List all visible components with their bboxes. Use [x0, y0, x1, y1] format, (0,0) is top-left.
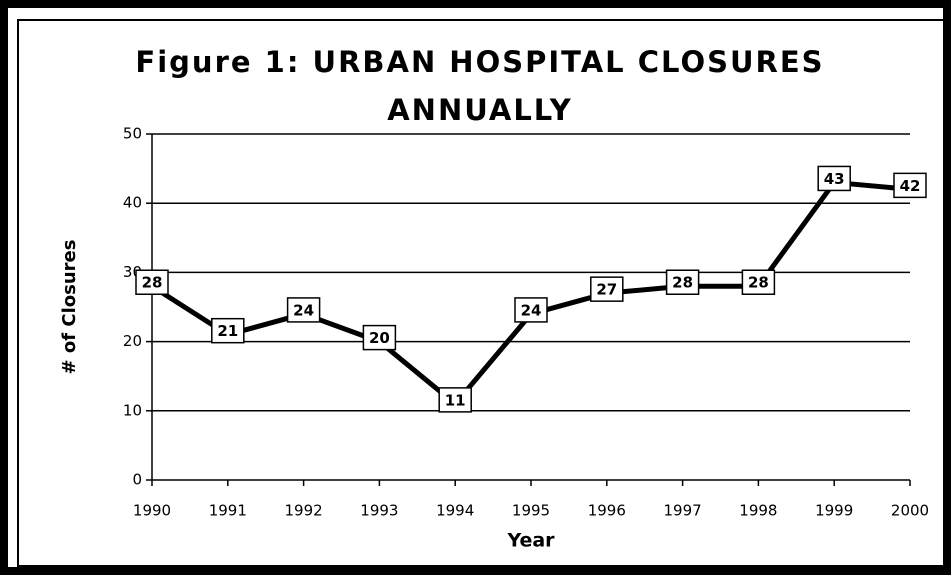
data-label: 24	[521, 301, 542, 319]
data-label-box	[286, 297, 321, 323]
x-tick-label: 2000	[891, 502, 929, 520]
data-label: 28	[142, 274, 163, 292]
x-axis-label: Year	[506, 530, 555, 552]
data-label: 27	[596, 281, 617, 299]
x-tick-label: 1995	[512, 502, 550, 520]
data-label: 21	[217, 322, 238, 340]
x-tick-label: 1992	[285, 502, 323, 520]
data-label: 28	[748, 274, 769, 292]
x-tick-label: 1999	[815, 502, 853, 520]
data-label: 24	[293, 301, 314, 319]
x-tick-label: 1996	[588, 502, 626, 520]
y-tick-label: 40	[123, 194, 142, 212]
x-tick-label: 1990	[133, 502, 171, 520]
data-label-box	[741, 269, 776, 295]
data-label-box	[514, 297, 548, 323]
x-tick-label: 1993	[360, 502, 398, 520]
y-tick-label: 10	[123, 401, 142, 419]
x-tick-label: 1991	[209, 502, 247, 520]
x-tick-label: 1997	[664, 502, 702, 520]
data-label-box	[817, 165, 851, 192]
y-tick-label: 0	[132, 471, 142, 489]
line	[150, 179, 911, 407]
data-label-box	[135, 269, 169, 295]
data-label-box	[211, 317, 245, 344]
y-tick-label: 50	[123, 125, 142, 143]
y-tick-label: 20	[123, 332, 142, 350]
data-label: 28	[672, 274, 693, 292]
data-label: 43	[824, 170, 845, 188]
data-label-box	[438, 387, 472, 413]
data-label-box	[665, 269, 700, 295]
x-tick-label: 1994	[436, 502, 474, 520]
x-tick-label: 1998	[739, 502, 777, 520]
data-label-box	[590, 276, 624, 302]
data-label: 11	[445, 391, 466, 409]
chart-title: Figure 1: URBAN HOSPITAL CLOSURES ANNUAL…	[135, 45, 825, 127]
data-label-box	[893, 172, 927, 199]
inner-frame	[17, 19, 949, 567]
data-label: 42	[900, 177, 921, 195]
data-label-box	[362, 324, 397, 351]
y-axis-label: # of Closures	[59, 240, 80, 375]
data-label: 20	[369, 329, 390, 347]
